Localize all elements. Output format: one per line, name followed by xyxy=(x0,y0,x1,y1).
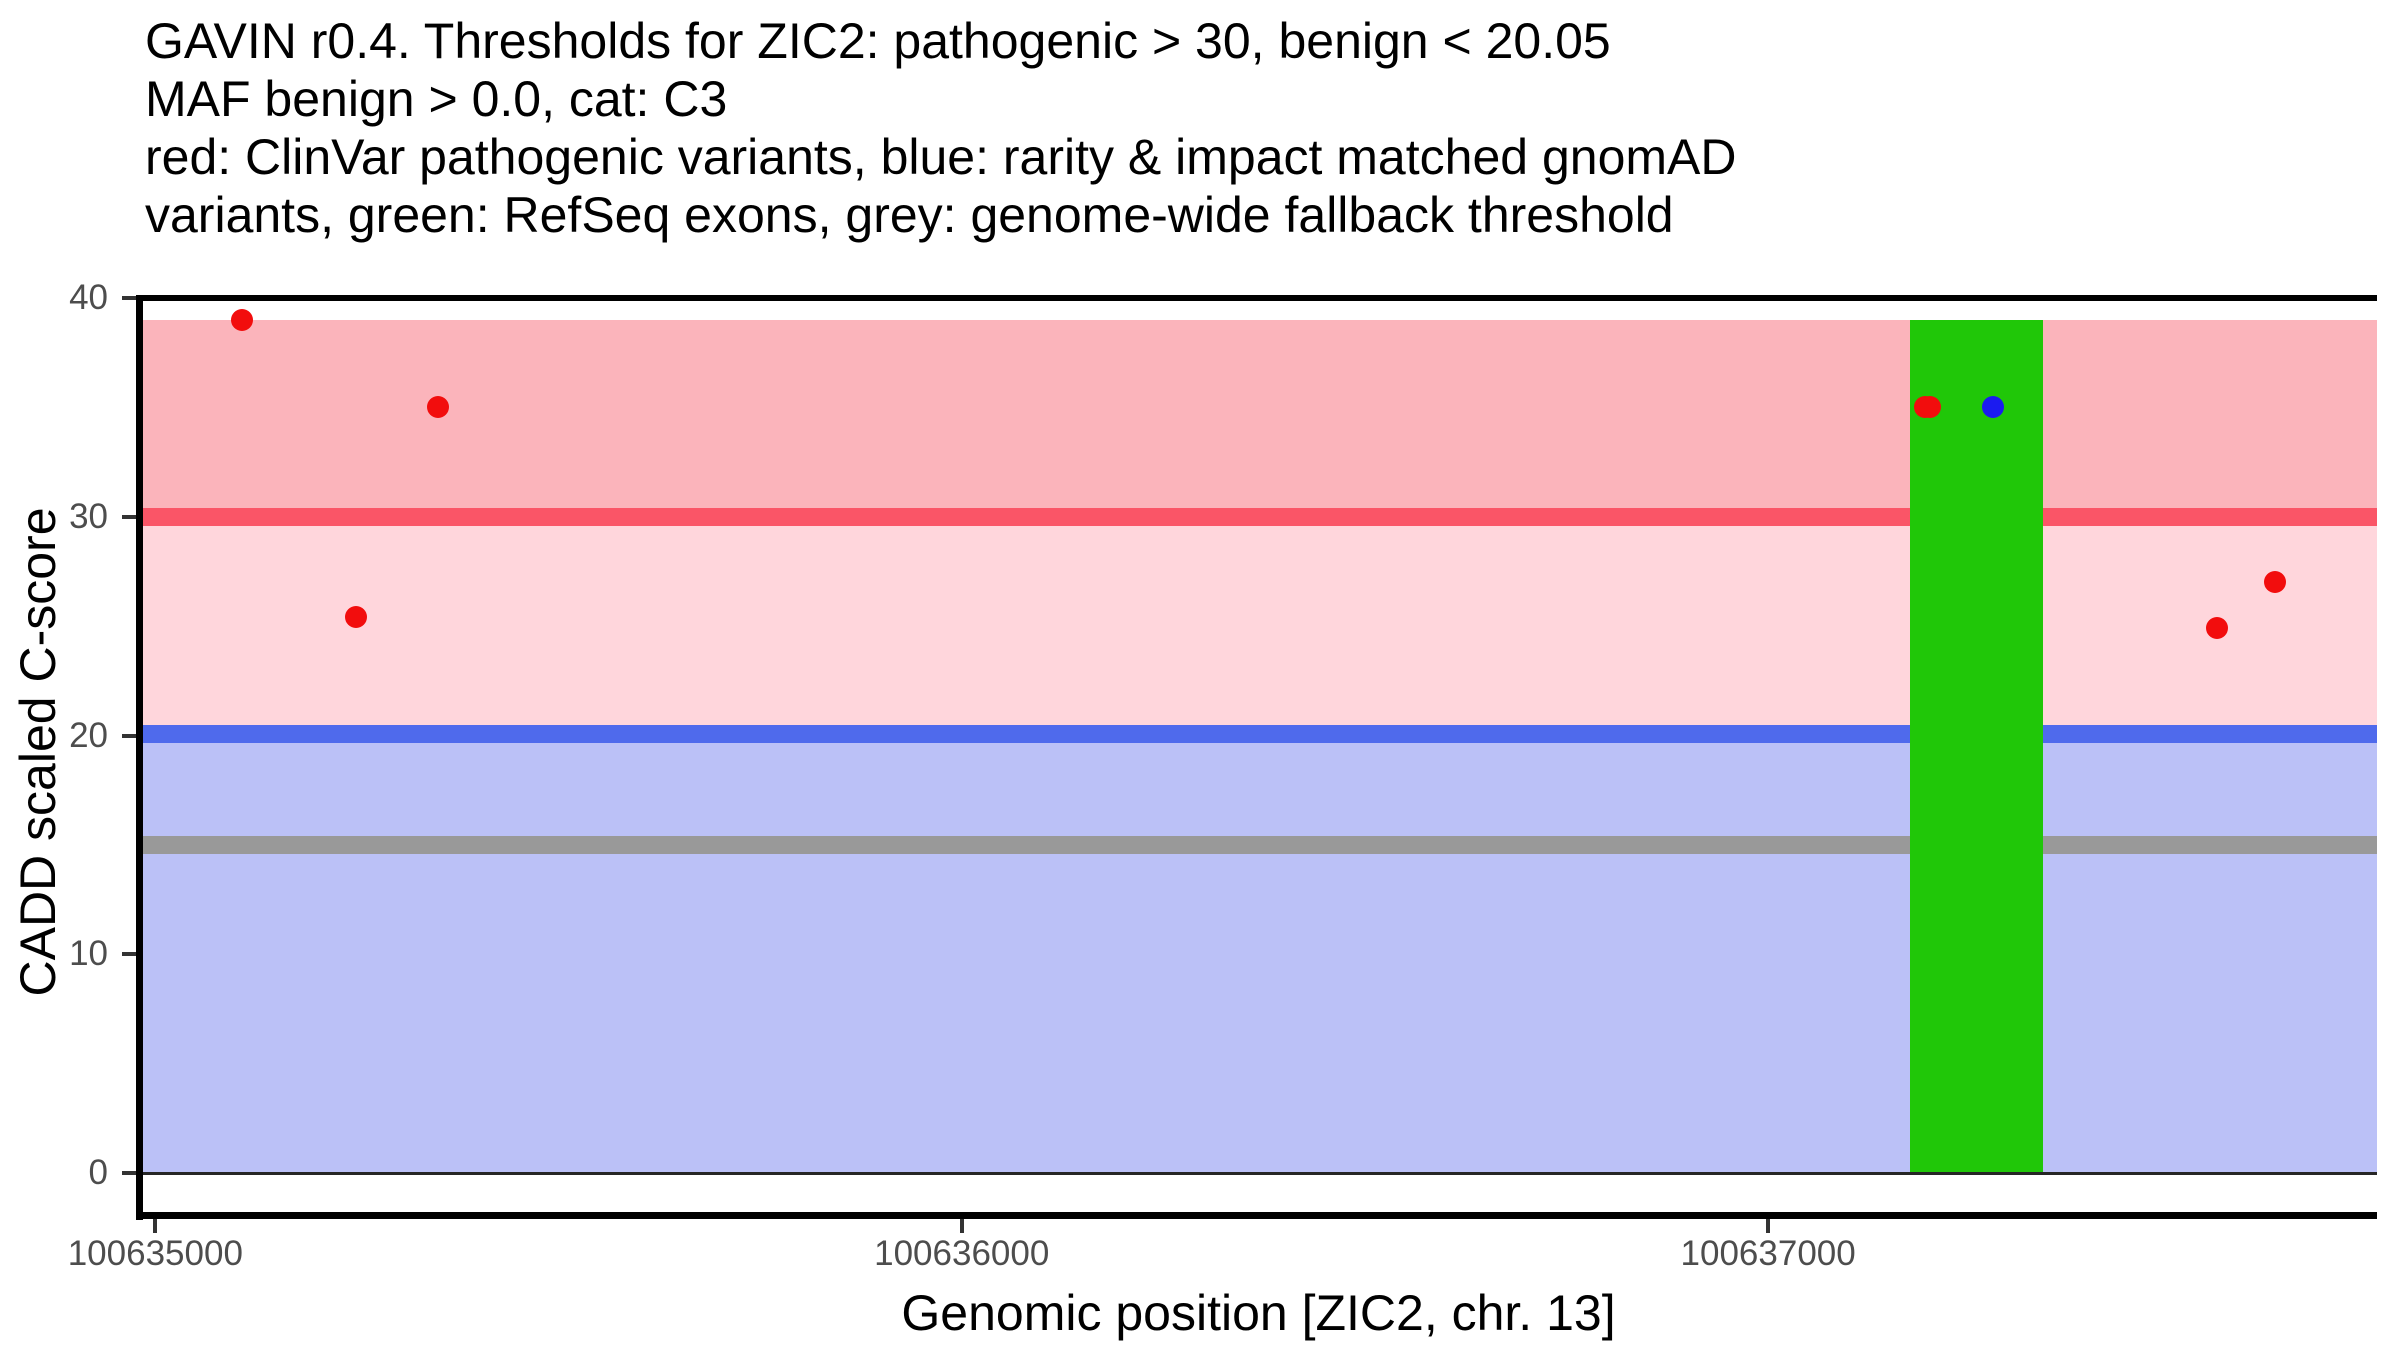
title-line-3: red: ClinVar pathogenic variants, blue: … xyxy=(145,129,1737,185)
x-tick-label: 100637000 xyxy=(1680,1234,1856,1273)
plot-panel: 0 10 20 30 40 100635000 100636000 100637000 xyxy=(68,280,2377,1272)
chart-title: GAVIN r0.4. Thresholds for ZIC2: pathoge… xyxy=(145,12,1736,244)
title-line-2: MAF benign > 0.0, cat: C3 xyxy=(145,71,728,127)
title-line-4: variants, green: RefSeq exons, grey: gen… xyxy=(145,187,1674,243)
y-tick-label: 20 xyxy=(69,715,108,755)
exon-band xyxy=(1910,319,2044,1173)
y-tick-mark xyxy=(122,1171,136,1175)
clinvar-variant-point xyxy=(345,606,368,629)
clinvar-variant-point xyxy=(1919,396,1942,419)
x-tick-mark xyxy=(1766,1219,1771,1233)
clinvar-variant-point xyxy=(427,396,450,419)
y-tick-mark xyxy=(122,952,136,957)
x-axis-title: Genomic position [ZIC2, chr. 13] xyxy=(901,1285,1616,1341)
y-axis-line xyxy=(136,295,143,1220)
title-line-1: GAVIN r0.4. Thresholds for ZIC2: pathoge… xyxy=(145,13,1611,69)
clinvar-variant-point xyxy=(231,308,254,331)
x-tick-label: 100636000 xyxy=(874,1234,1050,1273)
genome-wide-fallback-threshold-line xyxy=(140,835,2377,854)
y-tick-mark xyxy=(122,296,136,300)
benign-threshold-line xyxy=(140,725,2377,744)
x-tick-label: 100635000 xyxy=(67,1234,243,1273)
clinvar-variant-point xyxy=(2264,571,2287,594)
panel-top-border xyxy=(136,295,2377,301)
y-tick-mark xyxy=(122,514,136,519)
panel-bottom-border xyxy=(136,1212,2377,1219)
y-tick-label: 0 xyxy=(88,1153,108,1192)
gnomad-variant-point xyxy=(1982,396,2005,419)
x-tick-mark xyxy=(959,1219,964,1233)
y-tick-label: 30 xyxy=(69,496,108,536)
y-tick-mark xyxy=(122,733,136,738)
clinvar-variant-point xyxy=(2206,617,2229,640)
zero-baseline xyxy=(140,1171,2377,1175)
x-tick-mark xyxy=(153,1219,158,1233)
y-tick-label: 40 xyxy=(69,278,108,317)
y-tick-label: 10 xyxy=(69,934,108,974)
pathogenic-threshold-line xyxy=(140,507,2377,526)
